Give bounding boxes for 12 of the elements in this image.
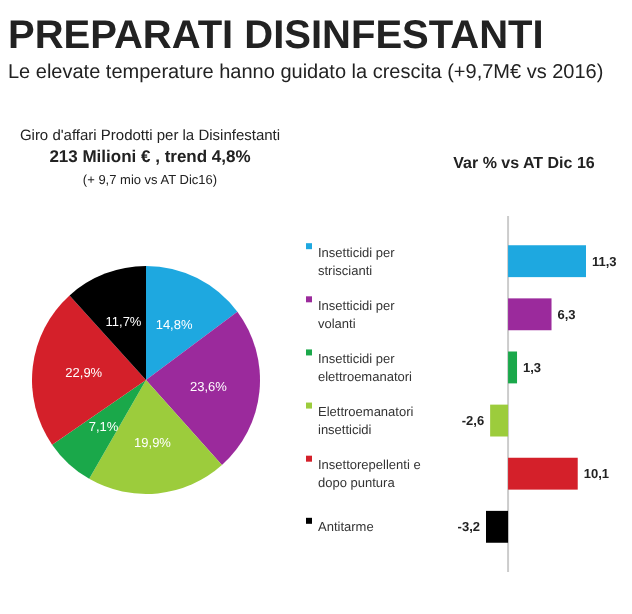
chart-title: PREPARATI DISINFESTANTI	[8, 14, 544, 58]
bar	[508, 245, 586, 278]
bar	[486, 510, 509, 543]
pie-slice	[146, 266, 238, 380]
bar	[490, 404, 509, 437]
chart-title: Var % vs AT Dic 16	[453, 154, 596, 172]
text: Le elevate temperature hanno guidato la crescita (+9,7M€ vs 2016)	[8, 62, 604, 84]
pie-slice	[69, 266, 146, 380]
bar	[508, 457, 578, 490]
bar	[508, 351, 518, 384]
text: 213 Milioni € , trend 4,8%	[49, 146, 252, 166]
bar	[508, 298, 552, 331]
